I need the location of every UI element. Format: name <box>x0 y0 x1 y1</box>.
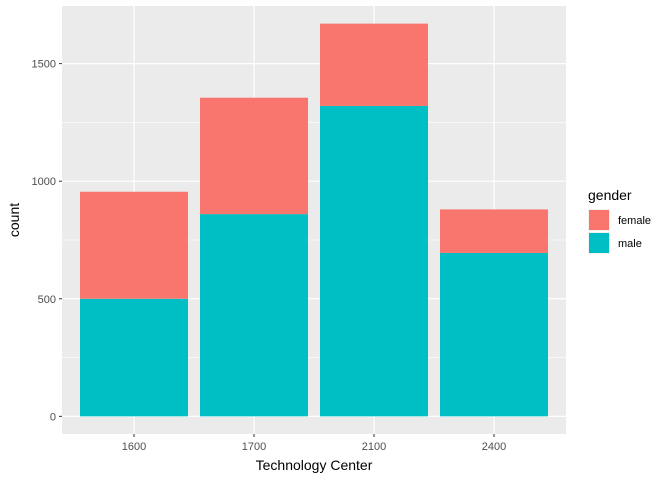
legend-swatch-female <box>589 210 609 230</box>
bar-male <box>320 105 428 417</box>
legend-title: gender <box>588 187 632 203</box>
legend-label-female: female <box>618 215 651 227</box>
y-tick-label: 1500 <box>32 59 56 71</box>
legend-swatch-male <box>589 233 609 253</box>
x-tick-label: 1700 <box>242 441 266 453</box>
x-tick-label: 2100 <box>362 441 386 453</box>
bar-female <box>320 23 428 106</box>
y-axis: 0 500 1000 1500 <box>32 59 62 423</box>
x-axis-title: Technology Center <box>256 457 373 473</box>
y-axis-title: count <box>6 203 22 237</box>
bars <box>80 23 548 417</box>
bar-female <box>80 191 188 299</box>
bar-male <box>200 214 308 417</box>
legend: gender female male <box>588 187 651 254</box>
y-tick-label: 500 <box>38 294 56 306</box>
x-tick-label: 2400 <box>482 441 506 453</box>
legend-label-male: male <box>618 238 642 250</box>
bar-male <box>440 252 548 417</box>
y-tick-label: 0 <box>50 411 56 423</box>
x-tick-label: 1600 <box>122 441 146 453</box>
bar-female <box>440 209 548 253</box>
x-axis: 1600 1700 2100 2400 <box>122 434 506 453</box>
y-tick-label: 1000 <box>32 176 56 188</box>
bar-female <box>200 97 308 215</box>
bar-male <box>80 298 188 417</box>
